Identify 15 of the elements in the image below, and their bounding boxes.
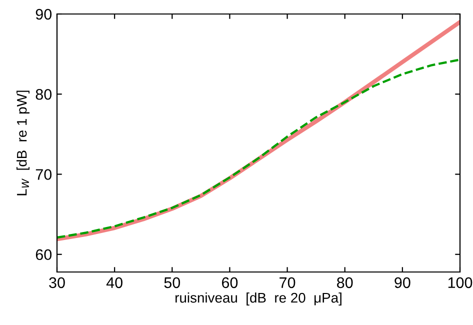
- y-tick-label: 90: [36, 8, 52, 20]
- x-tick-label: 30: [49, 277, 65, 288]
- x-axis-title: ruisniveau [dB re 20 μPa]: [176, 292, 342, 306]
- x-tick-label: 70: [280, 277, 296, 288]
- line-series: [57, 58, 460, 239]
- x-tick-label: 50: [164, 277, 180, 288]
- y-tick-label: 80: [36, 88, 52, 100]
- x-tick-label: 80: [337, 277, 353, 288]
- y-tick-label: 60: [36, 249, 52, 260]
- x-tick-label: 90: [394, 277, 410, 288]
- y-tick-label: 70: [36, 169, 52, 180]
- x-tick-label: 60: [222, 277, 238, 288]
- x-tick-label: 40: [106, 277, 122, 288]
- y-axis-title: L$_{W}$ [dB re 1 pW]: [16, 90, 30, 196]
- x-tick-label: 100: [448, 277, 472, 288]
